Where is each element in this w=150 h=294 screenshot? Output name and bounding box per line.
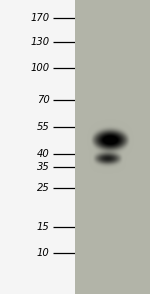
Text: 170: 170 xyxy=(30,13,50,23)
Text: 70: 70 xyxy=(37,95,50,105)
Text: 35: 35 xyxy=(37,162,50,172)
Text: 55: 55 xyxy=(37,122,50,132)
Text: 40: 40 xyxy=(37,149,50,159)
Bar xyxy=(0,0,75,294)
Text: 100: 100 xyxy=(30,63,50,73)
Text: 25: 25 xyxy=(37,183,50,193)
Text: 15: 15 xyxy=(37,222,50,232)
Bar xyxy=(75,0,150,294)
Text: 130: 130 xyxy=(30,37,50,47)
Text: 10: 10 xyxy=(37,248,50,258)
